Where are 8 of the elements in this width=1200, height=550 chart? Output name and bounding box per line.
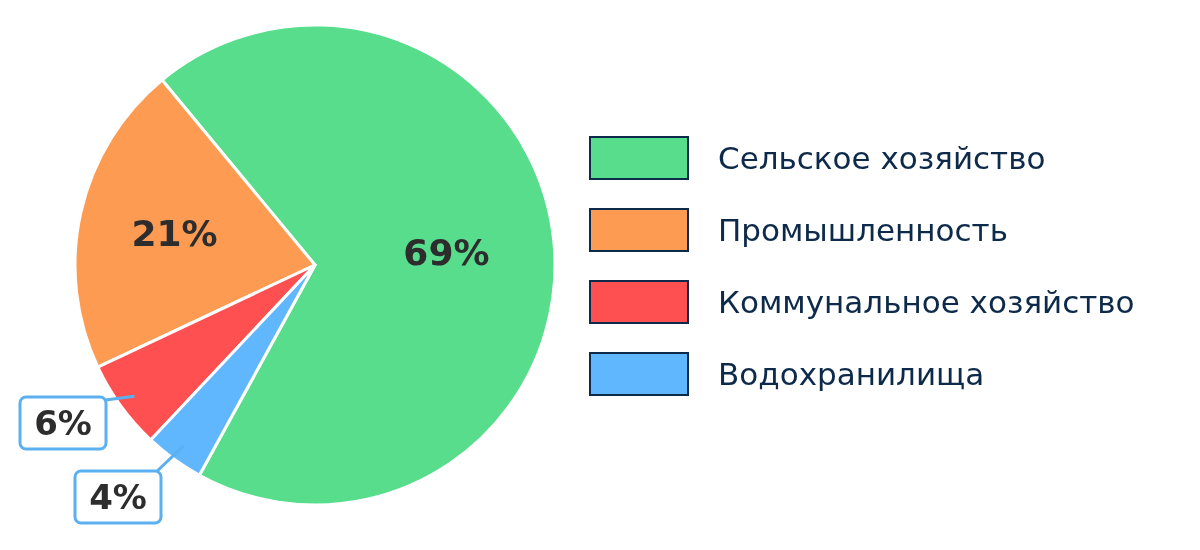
data-label: 6% <box>34 403 92 443</box>
data-label: 4% <box>89 477 147 517</box>
data-label: 21% <box>131 213 218 255</box>
legend-label: Водохранилища <box>718 356 985 392</box>
data-label: 69% <box>403 232 490 274</box>
legend-label: Промышленность <box>718 212 1008 248</box>
legend-label: Коммунальное хозяйство <box>718 284 1135 320</box>
legend-label: Сельское хозяйство <box>718 140 1046 176</box>
